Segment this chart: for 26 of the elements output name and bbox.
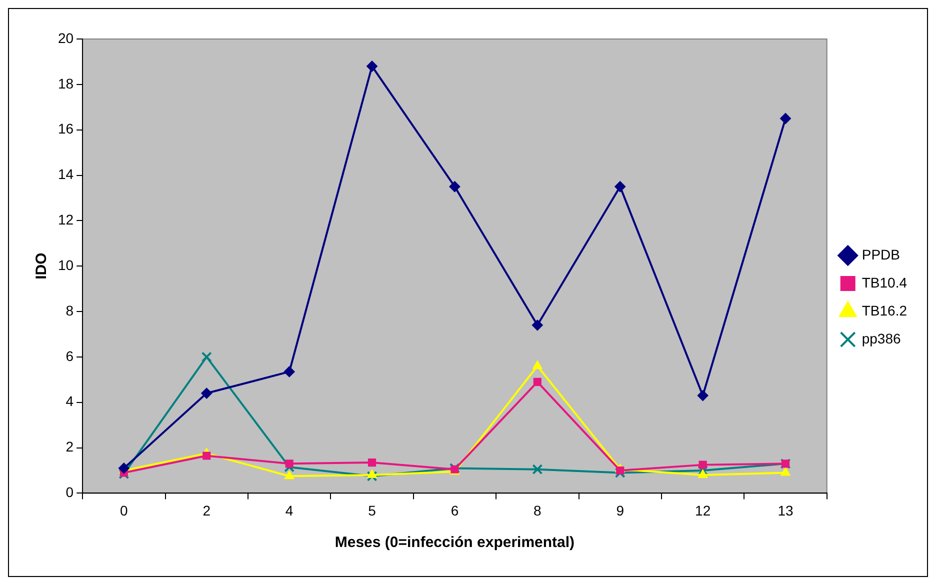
x-tick-label: 6 bbox=[450, 502, 459, 518]
x-tick-label: 8 bbox=[534, 502, 542, 518]
x-tick-label: 5 bbox=[368, 502, 376, 518]
y-axis-title: IDO bbox=[33, 252, 50, 280]
legend-label: TB10.4 bbox=[862, 274, 908, 290]
y-tick-label: 16 bbox=[58, 120, 74, 137]
y-tick-label: 10 bbox=[58, 256, 74, 273]
x-tick-label: 0 bbox=[120, 502, 128, 518]
y-tick-label: 4 bbox=[66, 393, 74, 410]
x-axis-title: Meses (0=infección experimental) bbox=[334, 534, 575, 552]
y-tick-label: 2 bbox=[66, 438, 74, 455]
x-tick-label: 13 bbox=[778, 502, 794, 518]
legend-label: pp386 bbox=[862, 330, 902, 346]
y-tick-label: 6 bbox=[66, 348, 74, 364]
y-tick-label: 8 bbox=[66, 302, 74, 318]
y-tick-label: 20 bbox=[58, 30, 74, 46]
y-tick-label: 12 bbox=[58, 212, 74, 228]
x-tick-label: 9 bbox=[616, 502, 624, 518]
x-tick-label: 2 bbox=[202, 502, 211, 518]
legend-label: PPDB bbox=[862, 246, 900, 262]
x-tick-label: 4 bbox=[285, 502, 294, 518]
legend-label: TB16.2 bbox=[862, 302, 908, 318]
x-tick-label: 12 bbox=[695, 502, 711, 518]
y-tick-label: 0 bbox=[66, 484, 74, 500]
y-tick-label: 18 bbox=[58, 75, 74, 92]
y-tick-label: 14 bbox=[58, 166, 74, 182]
